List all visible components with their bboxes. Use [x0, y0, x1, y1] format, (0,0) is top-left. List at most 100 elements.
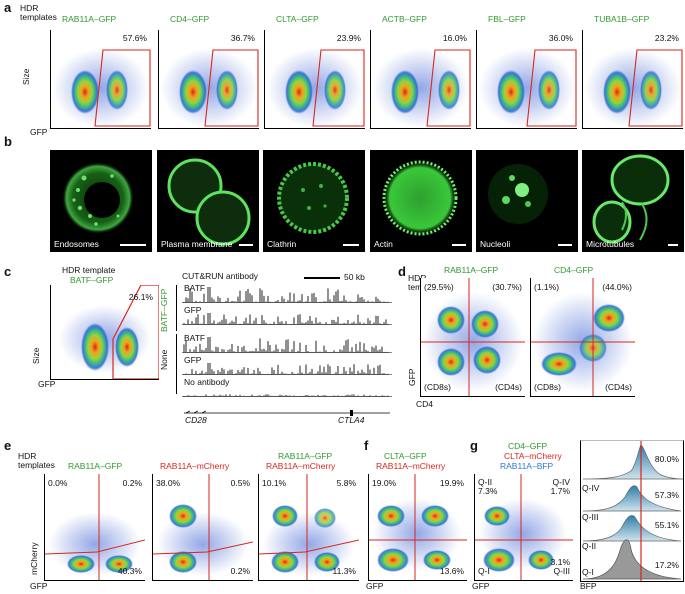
hist-pct-q-iv: 80.0% — [654, 454, 679, 464]
x-axis-label-bfp-g: BFP — [580, 581, 597, 591]
track-label-2: GFP — [184, 305, 202, 315]
micrograph-clathrin: Clathrin — [263, 150, 365, 252]
quadrant-br-e-2: 0.2% — [230, 566, 250, 576]
panel-label-e: e — [4, 438, 12, 453]
caption-endosomes: Endosomes — [54, 239, 99, 249]
caption-actin: Actin — [374, 239, 393, 249]
y-axis-label-mcherry-e: mCherry — [29, 542, 39, 575]
plot-label-d-2: CD4–GFP — [554, 265, 594, 275]
scale-bar — [558, 244, 572, 246]
x-axis-label-cd4-d: CD4 — [416, 399, 434, 409]
micrograph-nucleoli: Nucleoli — [476, 150, 578, 252]
hist-label-q-ii: Q-II — [582, 541, 597, 551]
plot-label-a-2: CD4–GFP — [170, 14, 210, 24]
scale-bar — [343, 244, 359, 246]
y-axis-label-size-a: Size — [21, 68, 31, 85]
flow-plot-a-4: 16.0% — [370, 30, 471, 129]
cutrun-antibody-label: CUT&RUN antibody — [182, 271, 259, 281]
quadrant-tr-d-2: (44.0%) — [602, 282, 632, 292]
flow-plot-a-3: 23.9% — [264, 30, 365, 129]
histogram-q-iii — [582, 485, 682, 512]
panel-label-g: g — [470, 438, 478, 453]
plasma-membrane-image — [167, 158, 251, 246]
plot-label-a-6: TUBA1B–GFP — [594, 14, 650, 24]
gene-label-cd28: CD28 — [185, 415, 207, 425]
scale-bar-50kb — [304, 277, 340, 279]
quadrant-q4-value: 1.7% — [550, 486, 570, 496]
scale-bar — [668, 244, 678, 246]
track-label-4: GFP — [184, 355, 202, 365]
flow-plot-g: Q-II 7.3% Q-IV 1.7% Q-I 3.1% Q-III — [474, 474, 573, 581]
endosome-cell-image — [62, 162, 134, 234]
panel-label-b: b — [4, 134, 12, 149]
caption-plasma-membrane: Plasma membrane — [161, 239, 233, 249]
group-bracket-1 — [176, 285, 177, 331]
plot-label-a-3: CLTA–GFP — [276, 14, 319, 24]
quadrant-tr-e-2: 0.5% — [230, 478, 250, 488]
caption-nucleoli: Nucleoli — [480, 239, 511, 249]
flow-plot-e-2: 38.0% 0.5% 0.2% — [152, 474, 253, 581]
x-axis-label-gfp-c: GFP — [38, 379, 56, 389]
microtubules-image — [592, 154, 670, 244]
plot-label1-e-3: RAB11A–GFP — [278, 451, 333, 461]
hist-label-q-i: Q-I — [582, 567, 594, 577]
flow-plot-f: 19.0% 19.9% 13.6% — [368, 474, 467, 581]
flow-plot-e-1: 0.0% 0.2% 40.3% — [44, 474, 145, 581]
track-label-5: No antibody — [184, 377, 230, 387]
quadrant-tr-f: 19.9% — [439, 478, 464, 488]
y-axis-label-gfp-d: GFP — [407, 368, 417, 386]
plot-label2-e-2: RAB11A–mCherry — [160, 461, 230, 471]
micrograph-plasma-membrane: Plasma membrane — [157, 150, 259, 252]
label-g-3: RAB11A–BFP — [500, 461, 554, 471]
plot-label-d-1: RAB11A–GFP — [444, 265, 499, 275]
quadrant-bl-d-1: (CD8s) — [424, 382, 451, 392]
flow-plot-a-1: 57.6% — [50, 30, 151, 129]
label-f-2: RAB11A–mCherry — [376, 461, 446, 471]
hdr-template-label-c: HDR template — [62, 265, 116, 275]
quadrant-q2-value: 7.3% — [478, 486, 498, 496]
scale-label-50kb: 50 kb — [344, 272, 365, 282]
scale-bar — [452, 244, 466, 246]
quadrant-q3-name: Q-III — [553, 566, 570, 576]
cutrun-track-3: BATF — [182, 334, 392, 353]
track-label-3: BATF — [184, 333, 206, 343]
cutrun-track-2: GFP — [182, 306, 392, 325]
quadrant-br-d-2: (CD4s) — [605, 382, 632, 392]
flow-plot-d-1: (29.5%) (30.7%) (CD8s) (CD4s) — [420, 278, 525, 397]
cutrun-tracks: BATF GFP BATF GFP No antibody — [182, 284, 392, 404]
panel-label-a: a — [4, 0, 12, 15]
quadrant-tl-e-3: 10.1% — [262, 478, 287, 488]
gate-percent-a-6: 23.2% — [654, 33, 679, 43]
scale-bar — [120, 244, 146, 246]
quadrant-tr-e-3: 5.8% — [336, 478, 356, 488]
panel-label-f: f — [364, 438, 369, 453]
hdr-templates-label-a: HDR templates — [20, 3, 57, 22]
x-axis-label-gfp-g: GFP — [472, 581, 490, 591]
flow-plot-e-3: 10.1% 5.8% 11.3% — [258, 474, 359, 581]
caption-clathrin: Clathrin — [267, 239, 297, 249]
quadrant-br-e-1: 40.3% — [117, 566, 142, 576]
hist-label-q-iv: Q-IV — [582, 483, 600, 493]
gene-label-ctla4: CTLA4 — [338, 415, 365, 425]
bfp-histogram-svg — [582, 441, 684, 581]
plot-label-a-1: RAB11A–GFP — [62, 14, 117, 24]
quadrant-bl-d-2: (CD8s) — [534, 382, 561, 392]
actin-image — [382, 160, 458, 236]
quadrant-br-e-3: 11.3% — [332, 566, 356, 576]
gate-percent-a-5: 36.0% — [548, 33, 573, 43]
gene-track — [182, 406, 392, 416]
gate-percent-a-1: 57.6% — [122, 33, 147, 43]
micrograph-endosomes: Endosomes — [50, 150, 152, 252]
panel-label-c: c — [4, 264, 12, 279]
y-axis-label-size-c: Size — [31, 347, 41, 364]
gate-percent-a-3: 23.9% — [336, 33, 361, 43]
plot-label2-e-3: RAB11A–mCherry — [266, 461, 336, 471]
gate-percent-a-4: 16.0% — [442, 33, 467, 43]
hist-pct-q-iii: 57.3% — [654, 490, 679, 500]
quadrant-tl-e-1: 0.0% — [48, 478, 68, 488]
clathrin-image — [277, 162, 349, 234]
nucleoli-image — [488, 164, 548, 224]
label-g-1: CD4–GFP — [508, 441, 548, 451]
track-label-1: BATF — [184, 283, 206, 293]
plot-label-a-5: FBL–GFP — [488, 14, 526, 24]
